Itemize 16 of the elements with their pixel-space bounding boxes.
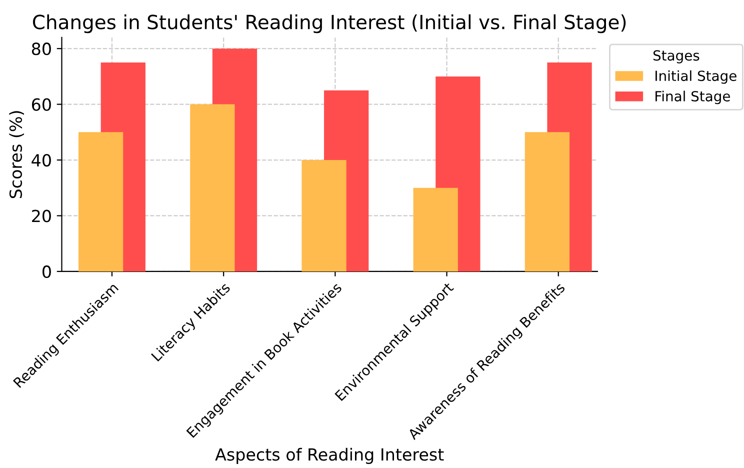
- chart-title: Changes in Students' Reading Interest (Initial vs. Final Stage): [32, 14, 626, 34]
- bar: [524, 132, 570, 272]
- legend-label: Initial Stage: [656, 70, 736, 84]
- bar: [78, 132, 124, 272]
- legend-title: Stages: [653, 50, 700, 64]
- y-tick-label: 40: [32, 154, 51, 167]
- bar: [302, 160, 346, 272]
- x-axis-title: Aspects of Reading Interest: [215, 448, 444, 464]
- y-tick-label: 20: [32, 210, 51, 222]
- y-tick-label: 80: [32, 42, 51, 56]
- y-axis-title: Scores (%): [9, 111, 24, 198]
- legend-label: Final Stage: [656, 90, 730, 104]
- bar: [190, 104, 235, 272]
- bar: [413, 188, 458, 272]
- y-tick-label: 60: [32, 98, 51, 111]
- y-tick-label: 0: [42, 265, 51, 278]
